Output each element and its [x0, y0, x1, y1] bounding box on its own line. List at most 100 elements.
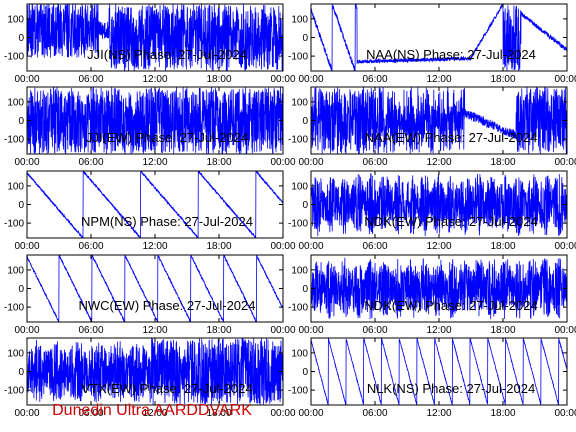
panel-title: NDK(EW) Phase: 27-Jul-2024 — [364, 214, 537, 229]
x-tick-label: 00:00 — [14, 74, 39, 85]
x-tick-label: 12:00 — [142, 241, 167, 252]
x-tick-label: 12:00 — [142, 74, 167, 85]
x-tick-label: 00:00 — [270, 157, 295, 168]
x-tick-label: 06:00 — [362, 157, 387, 168]
x-tick-label: 00:00 — [270, 241, 295, 252]
x-tick-label: 18:00 — [206, 408, 231, 419]
y-tick-label: 100 — [291, 348, 308, 359]
x-tick-label: 06:00 — [78, 408, 103, 419]
x-tick-label: 12:00 — [426, 408, 451, 419]
panel-title: NLK(NS) Phase: 27-Jul-2024 — [367, 381, 535, 396]
panel-title: NAA(NS) Phase: 27-Jul-2024 — [366, 47, 536, 62]
y-tick-label: 0 — [302, 284, 308, 295]
y-tick-label: -100 — [4, 386, 24, 397]
panel-title: NWC(EW) Phase: 27-Jul-2024 — [79, 298, 256, 313]
y-tick-label: 100 — [7, 14, 24, 25]
x-tick-label: 00:00 — [270, 74, 295, 85]
x-tick-label: 18:00 — [206, 157, 231, 168]
x-tick-label: 06:00 — [362, 74, 387, 85]
x-tick-label: 00:00 — [554, 241, 576, 252]
x-tick-label: 18:00 — [206, 74, 231, 85]
chart-panel: 100 0 -100 00:00 06:00 12:00 18:00 00:00 VTX(EW)… — [4, 337, 296, 419]
x-tick-label: 00:00 — [298, 74, 323, 85]
y-tick-label: -100 — [288, 386, 308, 397]
x-tick-label: 12:00 — [142, 157, 167, 168]
x-tick-label: 00:00 — [14, 241, 39, 252]
x-tick-label: 18:00 — [490, 408, 515, 419]
x-tick-label: 00:00 — [14, 157, 39, 168]
y-tick-label: -100 — [4, 303, 24, 314]
chart-panel: 100 0 -100 00:00 06:00 12:00 18:00 00:00 NLK(NS)… — [288, 337, 576, 419]
y-tick-label: 0 — [302, 33, 308, 44]
panel-title: JJI(NS) Phase: 27-Jul-2024 — [87, 47, 247, 62]
y-tick-label: 0 — [302, 200, 308, 211]
y-tick-label: 0 — [18, 33, 24, 44]
x-tick-label: 00:00 — [270, 325, 295, 336]
chart-panel: 100 0 -100 00:00 06:00 12:00 18:00 00:00 NDK(EW)… — [288, 170, 576, 252]
x-tick-label: 06:00 — [78, 241, 103, 252]
x-tick-label: 18:00 — [490, 74, 515, 85]
panel-title: NPM(NS) Phase: 27-Jul-2024 — [81, 214, 253, 229]
x-tick-label: 18:00 — [490, 241, 515, 252]
phase-trace — [311, 338, 567, 405]
phase-trace — [27, 255, 283, 322]
y-tick-label: 100 — [7, 97, 24, 108]
y-tick-label: 0 — [18, 116, 24, 127]
y-tick-label: 0 — [18, 367, 24, 378]
y-tick-label: -100 — [4, 52, 24, 63]
x-tick-label: 06:00 — [362, 325, 387, 336]
y-tick-label: -100 — [4, 135, 24, 146]
phase-trace — [311, 4, 567, 71]
x-tick-label: 06:00 — [362, 408, 387, 419]
panel-title: NAA(EW) Phase: 27-Jul-2024 — [365, 130, 538, 145]
y-tick-label: -100 — [288, 135, 308, 146]
chart-panel: 100 0 -100 00:00 06:00 12:00 18:00 00:00 NWC(EW)… — [4, 254, 296, 336]
y-tick-label: 100 — [291, 14, 308, 25]
x-tick-label: 06:00 — [362, 241, 387, 252]
y-tick-label: 0 — [302, 116, 308, 127]
x-tick-label: 18:00 — [206, 325, 231, 336]
y-tick-label: 100 — [291, 97, 308, 108]
y-tick-label: -100 — [288, 303, 308, 314]
x-tick-label: 12:00 — [142, 408, 167, 419]
phase-trace — [27, 338, 283, 405]
y-tick-label: 0 — [302, 367, 308, 378]
x-tick-label: 12:00 — [426, 157, 451, 168]
chart-panel: 100 0 -100 00:00 06:00 12:00 18:00 00:00 NAA(NS)… — [288, 3, 576, 85]
x-tick-label: 00:00 — [554, 408, 576, 419]
phase-trace — [27, 4, 283, 71]
chart-panel: 100 0 -100 00:00 06:00 12:00 18:00 00:00 JJI(NS)… — [4, 3, 296, 85]
panel-title: JJI(EW) Phase: 27-Jul-2024 — [86, 130, 249, 145]
x-tick-label: 18:00 — [490, 325, 515, 336]
phase-trace — [311, 257, 567, 320]
panel-title: NDK(EW) Phase: 27-Jul-2024 — [364, 298, 537, 313]
y-tick-label: 0 — [18, 200, 24, 211]
y-tick-label: 100 — [7, 181, 24, 192]
phase-trace — [311, 173, 567, 237]
x-tick-label: 00:00 — [298, 408, 323, 419]
y-tick-label: 100 — [291, 181, 308, 192]
x-tick-label: 18:00 — [206, 241, 231, 252]
x-tick-label: 06:00 — [78, 157, 103, 168]
x-tick-label: 00:00 — [298, 241, 323, 252]
chart-panel: 100 0 -100 00:00 06:00 12:00 18:00 00:00 NAA(EW)… — [288, 86, 576, 168]
phase-trace — [27, 171, 283, 238]
phase-trace — [27, 87, 283, 154]
x-tick-label: 00:00 — [298, 157, 323, 168]
x-tick-label: 06:00 — [78, 325, 103, 336]
y-tick-label: -100 — [288, 219, 308, 230]
x-tick-label: 00:00 — [554, 157, 576, 168]
x-tick-label: 12:00 — [142, 325, 167, 336]
chart-panel: 100 0 -100 00:00 06:00 12:00 18:00 00:00 NPM(NS)… — [4, 170, 296, 252]
chart-panel: 100 0 -100 00:00 06:00 12:00 18:00 00:00 NDK(EW)… — [288, 254, 576, 336]
x-tick-label: 12:00 — [426, 241, 451, 252]
x-tick-label: 12:00 — [426, 74, 451, 85]
x-tick-label: 00:00 — [554, 74, 576, 85]
panel-title: VTX(EW) Phase: 27-Jul-2024 — [81, 381, 252, 396]
y-tick-label: 0 — [18, 284, 24, 295]
footer-label: Dunedin Ultra AARDDVARK — [52, 402, 252, 419]
x-tick-label: 00:00 — [270, 408, 295, 419]
x-tick-label: 00:00 — [14, 325, 39, 336]
y-tick-label: 100 — [7, 265, 24, 276]
